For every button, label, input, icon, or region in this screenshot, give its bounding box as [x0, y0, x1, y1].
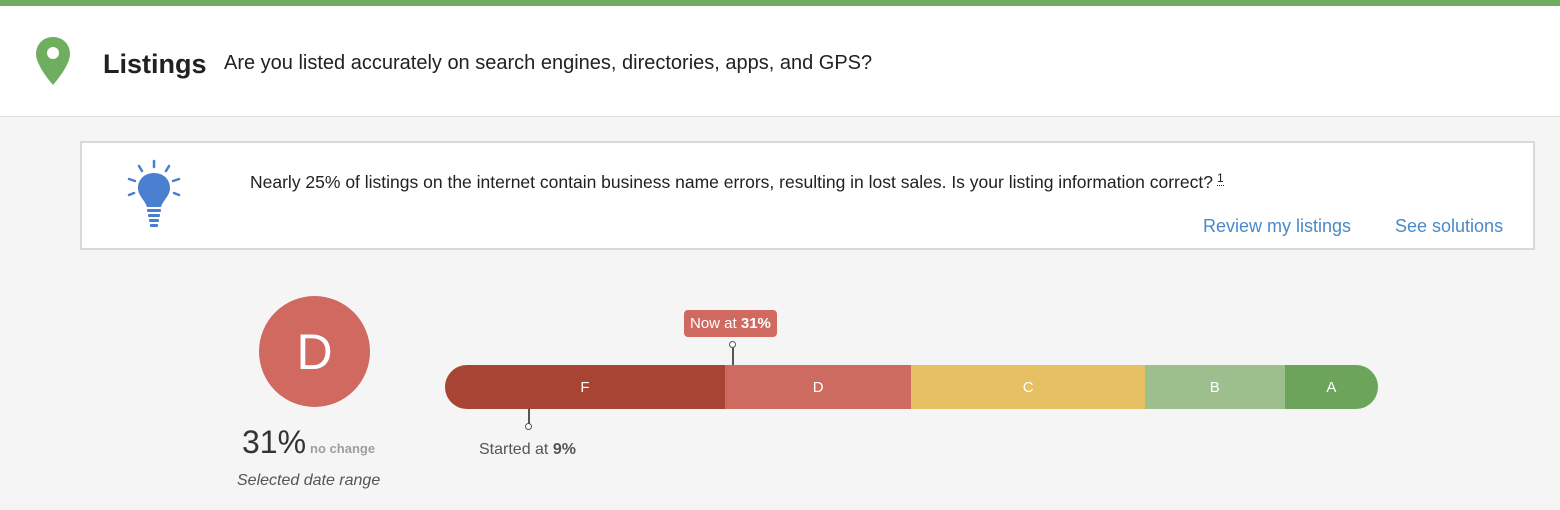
now-pill: Now at 31% [684, 310, 777, 337]
start-marker [520, 409, 540, 433]
grade-segment-b: B [1144, 365, 1285, 409]
grade-segment-a: A [1284, 365, 1378, 409]
now-prefix: Now at [690, 315, 737, 332]
start-value: 9% [552, 441, 576, 458]
section-header: Listings Are you listed accurately on se… [0, 6, 1560, 117]
score-change: no change [310, 441, 376, 456]
now-marker-dot [729, 341, 736, 348]
tip-card: Nearly 25% of listings on the internet c… [80, 141, 1535, 250]
date-range-label: Selected date range [237, 472, 381, 489]
review-listings-link[interactable]: Review my listings [1203, 216, 1352, 236]
footnote-link[interactable]: 1 [1216, 171, 1224, 186]
section-subtitle: Are you listed accurately on search engi… [224, 52, 873, 74]
grade-segment-c: C [911, 365, 1145, 409]
score-value: 31% [242, 424, 307, 460]
accent-top-bar [0, 0, 1560, 6]
now-value: 31% [740, 315, 771, 332]
now-marker: Now at 31% [684, 310, 784, 366]
grade-segment-d: D [724, 365, 912, 409]
section-title: Listings [103, 49, 207, 79]
start-marker-dot [525, 423, 532, 430]
grade-badge: D [259, 296, 370, 407]
tip-text: Nearly 25% of listings on the internet c… [250, 171, 1224, 193]
see-solutions-link[interactable]: See solutions [1395, 216, 1504, 236]
start-prefix: Started at [479, 441, 549, 458]
start-label: Started at 9% [479, 441, 576, 459]
grade-segment-f: F [445, 365, 725, 409]
score-readout: 31% no change [242, 424, 375, 461]
start-marker-stem [528, 409, 530, 425]
tip-message: Nearly 25% of listings on the internet c… [250, 172, 1213, 192]
now-marker-stem [732, 343, 734, 365]
map-pin-icon [36, 37, 70, 85]
lightbulb-icon [127, 159, 181, 227]
